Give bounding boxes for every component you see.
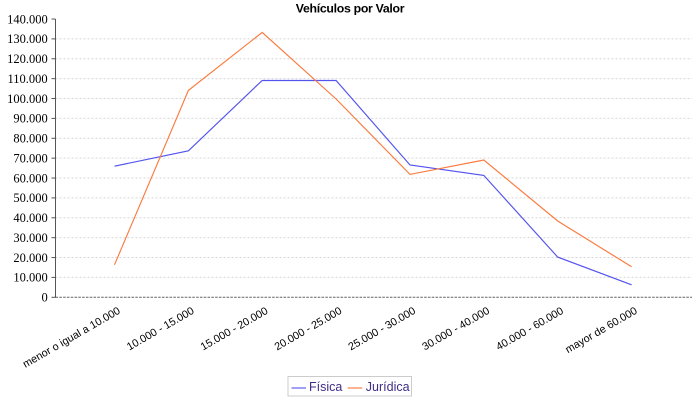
svg-text:140.000: 140.000 (7, 12, 48, 26)
svg-text:40.000: 40.000 (13, 211, 47, 225)
svg-text:110.000: 110.000 (8, 72, 48, 86)
svg-text:90.000: 90.000 (13, 112, 47, 126)
svg-text:Vehículos por Valor: Vehículos por Valor (296, 1, 405, 15)
svg-text:20.000: 20.000 (13, 251, 47, 265)
svg-text:60.000: 60.000 (13, 171, 47, 185)
svg-text:0: 0 (41, 291, 47, 305)
svg-text:10.000: 10.000 (13, 271, 47, 285)
svg-text:50.000: 50.000 (13, 191, 47, 205)
svg-text:80.000: 80.000 (13, 132, 47, 146)
svg-text:70.000: 70.000 (13, 152, 47, 166)
svg-text:Física: Física (309, 380, 342, 394)
svg-text:30.000: 30.000 (13, 231, 47, 245)
svg-text:Jurídica: Jurídica (366, 380, 410, 394)
svg-text:100.000: 100.000 (7, 92, 48, 106)
svg-text:120.000: 120.000 (7, 52, 48, 66)
svg-text:130.000: 130.000 (7, 32, 48, 46)
